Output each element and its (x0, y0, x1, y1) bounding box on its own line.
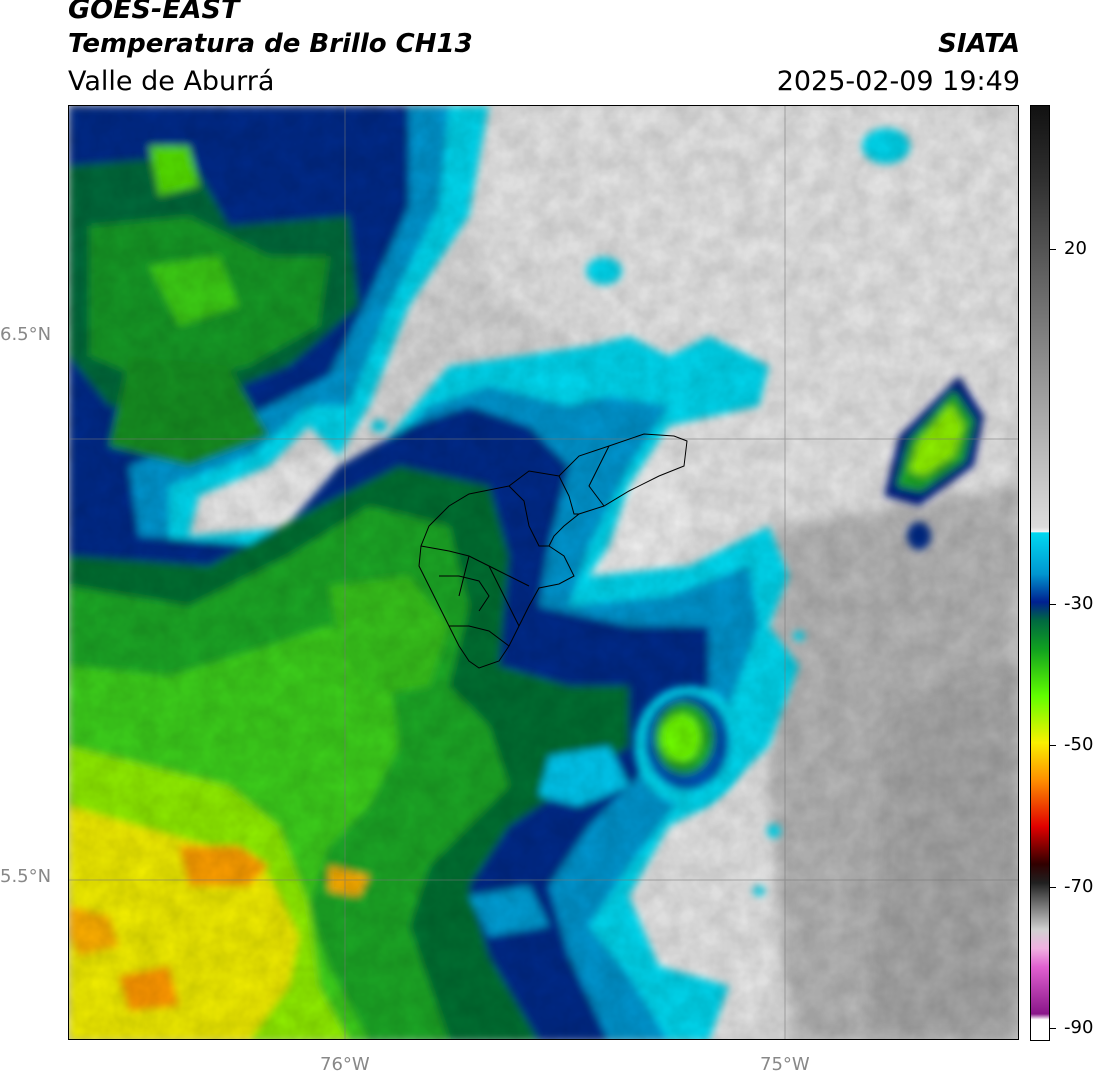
product-title: GOES-EAST (68, 0, 240, 25)
colorbar-label-minus-30: -30 (1064, 593, 1094, 614)
colorbar-label-20: 20 (1064, 238, 1087, 259)
colorbar (1030, 105, 1050, 1041)
product-subtitle: Temperatura de Brillo CH13 (68, 29, 473, 59)
municipal-boundaries (418, 433, 688, 669)
colorbar-tick (1050, 1028, 1056, 1029)
map-gridlines (69, 106, 1018, 1039)
colorbar-label-minus-70: -70 (1064, 876, 1094, 897)
lat-label-5-5n: 5.5°N (0, 866, 52, 887)
colorbar-tick (1050, 604, 1056, 605)
brightness-temperature-field (69, 106, 1018, 1039)
colorbar-label-minus-90: -90 (1064, 1017, 1094, 1038)
lon-label-75w: 75°W (760, 1054, 810, 1075)
lat-label-6-5n: 6.5°N (0, 324, 52, 345)
colorbar-tick (1050, 887, 1056, 888)
colorbar-gradient (1031, 106, 1049, 1040)
timestamp-label: 2025-02-09 19:49 (776, 66, 1020, 97)
organization-label: SIATA (938, 29, 1020, 59)
colorbar-label-minus-50: -50 (1064, 734, 1094, 755)
satellite-map (68, 105, 1019, 1040)
colorbar-tick (1050, 745, 1056, 746)
colorbar-tick (1050, 249, 1056, 250)
region-label: Valle de Aburrá (68, 66, 275, 97)
lon-label-76w: 76°W (320, 1054, 370, 1075)
